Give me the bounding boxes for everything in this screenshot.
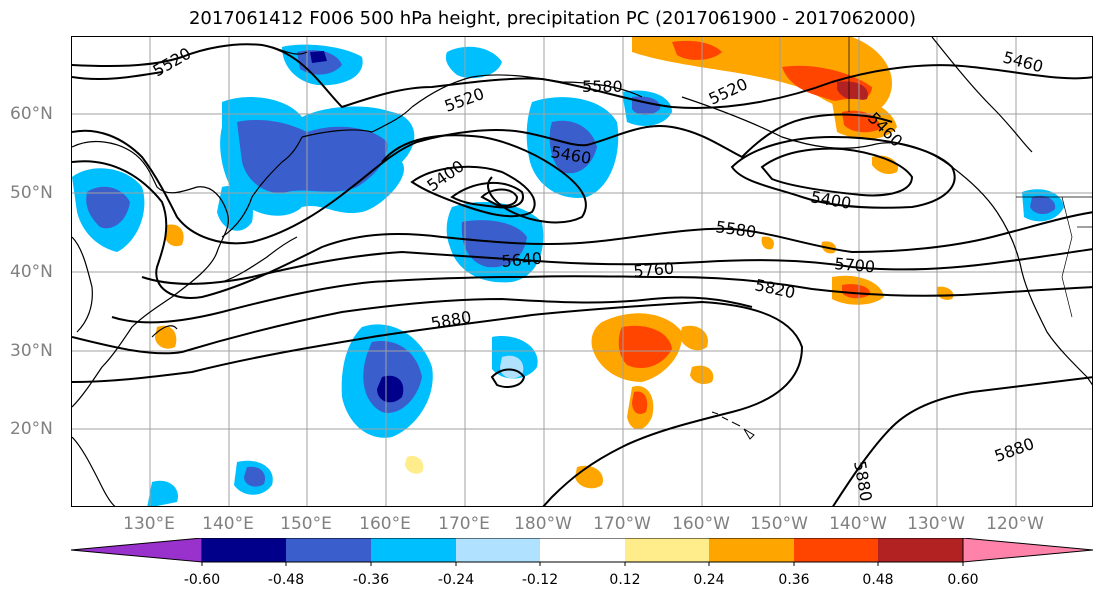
lat-label-20n: 20°N xyxy=(10,419,53,439)
map-panel: 5520 5520 5580 5520 5460 5400 5400 5460 … xyxy=(71,36,1093,507)
colorbar xyxy=(70,538,1094,566)
colorbar-tick: -0.60 xyxy=(183,572,221,588)
colorbar-segment-6 xyxy=(540,538,625,562)
lat-label-30n: 30°N xyxy=(10,341,53,361)
lon-label-150e: 150°E xyxy=(280,514,332,534)
colorbar-tick: 0.12 xyxy=(609,572,641,588)
contour-label: 5580 xyxy=(714,217,757,241)
colorbar-segment-4 xyxy=(371,538,456,562)
colorbar-tick: -0.48 xyxy=(267,572,305,588)
colorbar-segment-11 xyxy=(962,538,1094,563)
map-title: 2017061412 F006 500 hPa height, precipit… xyxy=(188,8,917,29)
contour-label: 5580 xyxy=(582,77,623,96)
contour-label: 5640 xyxy=(501,249,543,271)
lon-label-140e: 140°E xyxy=(202,514,254,534)
colorbar-segment-7 xyxy=(625,538,709,562)
contour-label: 5700 xyxy=(834,254,876,276)
contour-label: 5880 xyxy=(850,459,876,502)
lat-label-60n: 60°N xyxy=(10,104,53,124)
lon-label-160e: 160°E xyxy=(359,514,411,534)
lon-label-130w: 130°W xyxy=(907,514,965,534)
precip-negative-shading xyxy=(72,44,1064,506)
height-contours xyxy=(72,43,1092,506)
lon-label-170e: 170°E xyxy=(438,514,490,534)
colorbar-tick: 0.48 xyxy=(862,572,894,588)
hawaii-islands xyxy=(711,411,755,440)
colorbar-segment-1 xyxy=(70,538,203,563)
colorbar-tick: -0.12 xyxy=(521,572,559,588)
colorbar-segment-10 xyxy=(878,538,963,562)
colorbar-tick: 0.36 xyxy=(778,572,810,588)
contour-label: 5820 xyxy=(753,275,797,302)
colorbar-segment-9 xyxy=(794,538,878,562)
colorbar-tick: 0.60 xyxy=(947,572,979,588)
contour-label: 5520 xyxy=(706,74,751,108)
lon-label-140w: 140°W xyxy=(829,514,887,534)
contour-label: 5520 xyxy=(442,84,487,116)
colorbar-segment-8 xyxy=(709,538,794,562)
contour-label: 5400 xyxy=(423,156,467,195)
contour-label: 5880 xyxy=(992,434,1037,466)
graticule xyxy=(72,37,1092,506)
contour-label: 5520 xyxy=(150,44,195,81)
colorbar-tick: -0.24 xyxy=(437,572,475,588)
precip-positive-shading xyxy=(155,37,954,489)
lat-label-40n: 40°N xyxy=(10,262,53,282)
colorbar-segment-2 xyxy=(202,538,286,562)
lon-label-180w: 180°W xyxy=(514,514,572,534)
colorbar-segment-3 xyxy=(286,538,371,562)
contour-label: 5880 xyxy=(429,307,472,333)
lon-label-150w: 150°W xyxy=(750,514,808,534)
colorbar-tick: 0.24 xyxy=(693,572,725,588)
colorbar-segment-5 xyxy=(456,538,540,562)
colorbar-tick: -0.36 xyxy=(352,572,390,588)
lon-label-120w: 120°W xyxy=(986,514,1044,534)
lon-label-130e: 130°E xyxy=(123,514,175,534)
map-canvas: 5520 5520 5580 5520 5460 5400 5400 5460 … xyxy=(72,37,1092,506)
contour-label: 5760 xyxy=(633,259,675,281)
lat-label-50n: 50°N xyxy=(10,183,53,203)
contour-label: 5400 xyxy=(809,187,852,213)
lon-label-170w: 170°W xyxy=(593,514,651,534)
lon-label-160w: 160°W xyxy=(672,514,730,534)
